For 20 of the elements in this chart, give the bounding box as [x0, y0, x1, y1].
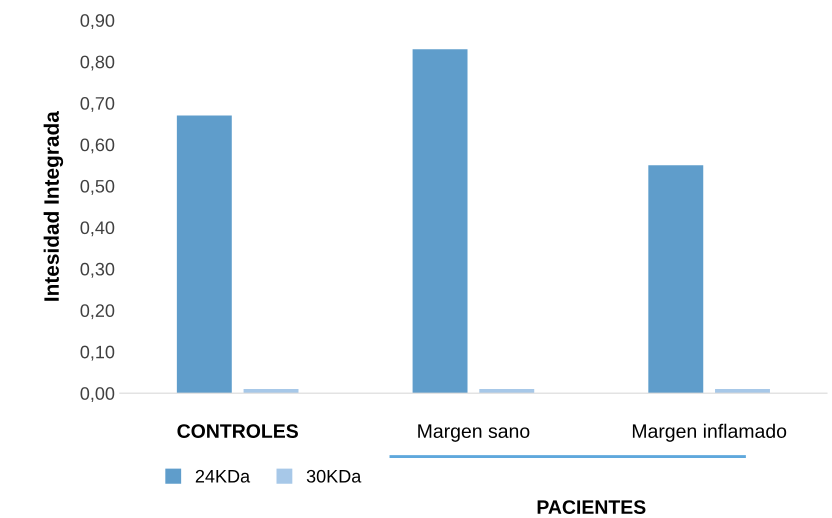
legend-label: 24KDa [196, 470, 250, 483]
y-tick-label: 0,00 [80, 387, 114, 402]
y-tick-label: 0,60 [80, 138, 114, 154]
bar [648, 165, 704, 394]
y-tick-label: 0,10 [80, 346, 114, 361]
legend-label: 30KDa [306, 470, 362, 483]
y-axis-title: Intesidad Integrada [44, 111, 64, 301]
y-tick-label: 0,80 [80, 56, 114, 70]
y-tick-label: 0,40 [80, 221, 114, 236]
bar [176, 116, 232, 394]
y-tick-label: 0,20 [80, 304, 114, 320]
text: PACIENTES [538, 500, 646, 514]
x-tick-label: CONTROLES [177, 424, 298, 438]
x-tick-label: Margen sano [418, 424, 530, 442]
x-tick-label: Margen inflamado [632, 424, 786, 442]
y-tick-label: 0,90 [80, 14, 114, 30]
y-tick-label: 0,30 [80, 262, 114, 278]
y-tick-label: 0,70 [80, 97, 114, 112]
y-tick-label: 0,50 [80, 180, 114, 195]
bar [412, 49, 468, 394]
